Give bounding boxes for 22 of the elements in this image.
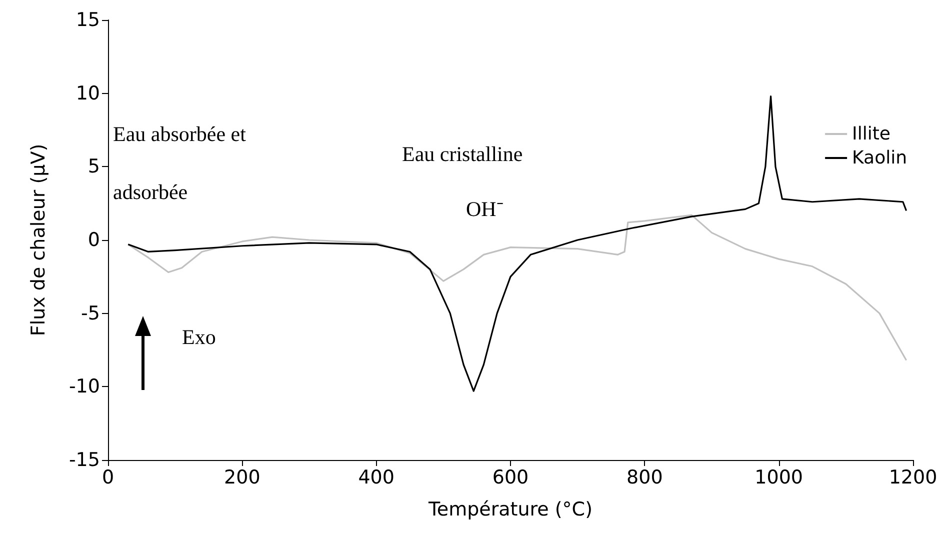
y-tick-label: 5 [88, 156, 100, 178]
x-tick-label: 1200 [888, 466, 938, 488]
y-axis-title: Flux de chaleur (µV) [28, 144, 50, 336]
x-tick-label: 200 [224, 466, 260, 488]
legend-label: Kaolin [852, 148, 908, 168]
x-tick-label: 400 [358, 466, 394, 488]
x-tick-label: 800 [626, 466, 663, 488]
x-tick-label: 600 [492, 466, 529, 488]
annotation: OH⁻ [466, 196, 504, 222]
annotation: Eau cristalline [402, 142, 523, 167]
x-tick-label: 1000 [754, 466, 804, 488]
x-tick-label: 0 [102, 466, 114, 488]
legend-label: Illite [852, 124, 891, 144]
y-tick-label: 15 [76, 9, 100, 31]
text: Eau absorbée et adsorbée [113, 122, 246, 204]
y-tick-label: 0 [88, 229, 100, 251]
y-tick-label: -15 [68, 449, 100, 471]
annotation: Exo [182, 325, 216, 350]
y-tick-label: -5 [81, 302, 100, 324]
y-tick-label: 10 [76, 82, 100, 104]
y-tick-label: -10 [68, 376, 100, 398]
x-axis-title: Température (°C) [428, 498, 592, 520]
